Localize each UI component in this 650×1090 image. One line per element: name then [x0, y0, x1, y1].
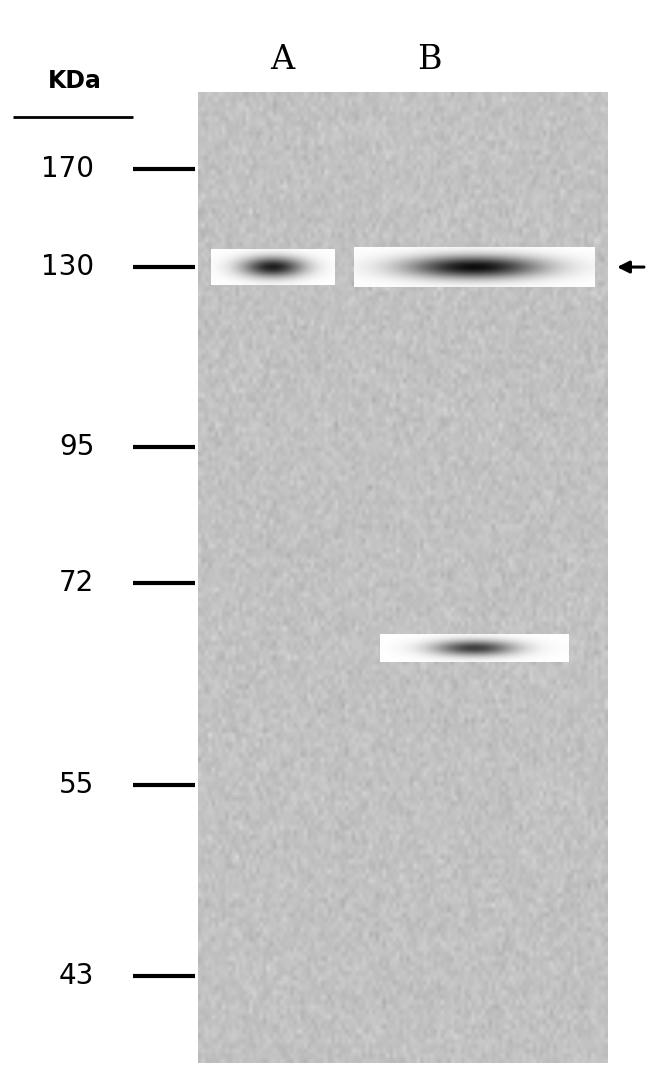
- Text: 43: 43: [59, 961, 94, 990]
- Text: B: B: [417, 44, 441, 76]
- Text: A: A: [270, 44, 295, 76]
- Text: 55: 55: [59, 771, 94, 799]
- Text: 95: 95: [59, 433, 94, 461]
- Text: 170: 170: [41, 155, 94, 183]
- Text: 130: 130: [41, 253, 94, 281]
- Text: KDa: KDa: [48, 69, 101, 93]
- Text: 72: 72: [59, 569, 94, 597]
